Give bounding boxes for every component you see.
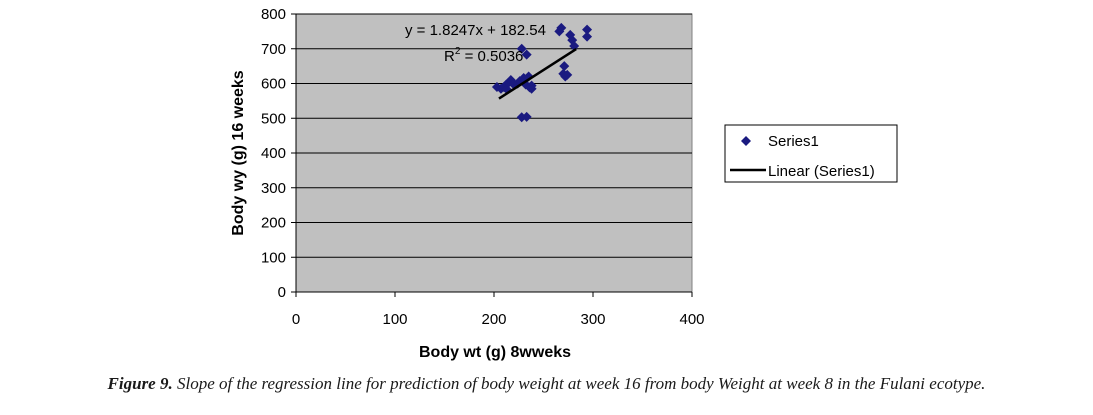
y-tick-label: 400 xyxy=(261,145,286,162)
y-tick-label: 800 xyxy=(261,6,286,23)
legend-series1-label: Series1 xyxy=(768,133,819,150)
data-point-diamond xyxy=(521,49,532,60)
y-tick-labels: 0 100 200 300 400 500 600 700 800 xyxy=(261,6,286,301)
y-tick-label: 200 xyxy=(261,215,286,232)
y-tick-label: 700 xyxy=(261,41,286,58)
data-point-diamond xyxy=(582,31,593,42)
data-point-diamond xyxy=(505,75,516,86)
caption-text: Slope of the regression line for predict… xyxy=(172,374,986,393)
legend-diamond-marker xyxy=(741,136,751,146)
legend-linear-label: Linear (Series1) xyxy=(768,163,875,180)
r-squared-prefix: R xyxy=(444,48,455,65)
data-point-diamond xyxy=(556,22,567,33)
data-point-diamond xyxy=(521,111,532,122)
x-tick-label: 100 xyxy=(382,311,407,328)
axes xyxy=(295,14,692,293)
x-axis-title: Body wt (g) 8wweks xyxy=(419,344,571,361)
r-squared-superscript: 2 xyxy=(455,46,461,57)
data-point-diamond xyxy=(526,83,537,94)
x-tick-label: 200 xyxy=(481,311,506,328)
gridlines xyxy=(291,13,693,297)
equation-label: y = 1.8247x + 182.54 xyxy=(405,22,546,39)
data-point-diamond xyxy=(569,40,580,51)
x-tick-labels: 0 100 200 300 400 xyxy=(292,311,705,328)
y-axis-title: Body wy (g) 16 weeks xyxy=(230,70,247,235)
y-tick-label: 600 xyxy=(261,76,286,93)
trendline-layer xyxy=(498,48,577,100)
y-tick-label: 300 xyxy=(261,180,286,197)
data-point-diamond xyxy=(516,43,527,54)
data-point-diamond xyxy=(562,69,573,80)
data-point-diamond xyxy=(582,24,593,35)
y-tick-label: 0 xyxy=(278,284,286,301)
legend: Series1 Linear (Series1) xyxy=(724,124,898,183)
x-tick-label: 400 xyxy=(679,311,704,328)
y-tick-label: 100 xyxy=(261,249,286,266)
r-squared-label: R2 = 0.5036 xyxy=(444,46,523,65)
legend-box xyxy=(724,124,898,183)
x-tick-label: 0 xyxy=(292,311,300,328)
r-squared-value: = 0.5036 xyxy=(460,48,523,65)
caption-label: Figure 9. xyxy=(107,374,173,393)
trendline xyxy=(498,48,577,100)
x-tick-label: 300 xyxy=(580,311,605,328)
y-tick-label: 500 xyxy=(261,110,286,127)
data-point-diamond xyxy=(559,61,570,72)
figure-caption: Figure 9. Slope of the regression line f… xyxy=(0,374,1093,394)
